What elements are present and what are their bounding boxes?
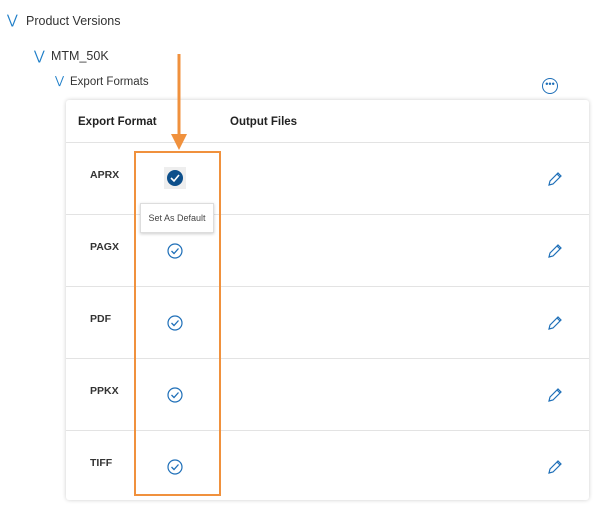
collapse-chevron-icon[interactable]: ⋁	[34, 48, 45, 63]
collapse-chevron-icon[interactable]: ⋁	[55, 75, 65, 87]
column-header-output-files: Output Files	[230, 116, 298, 128]
export-format-name: APRX	[90, 169, 120, 181]
edit-pencil-icon[interactable]	[547, 171, 563, 187]
edit-pencil-icon[interactable]	[547, 315, 563, 331]
edit-pencil-icon[interactable]	[547, 459, 563, 475]
tree-node-export-formats[interactable]: Export Formats	[70, 76, 149, 88]
tooltip-set-as-default: Set As Default	[140, 203, 214, 233]
export-format-name: PPKX	[90, 385, 119, 397]
annotation-highlight-box	[134, 151, 221, 496]
annotation-arrow	[171, 54, 187, 150]
table-row: PDF	[66, 286, 589, 359]
column-header-export-format: Export Format	[78, 116, 157, 128]
edit-pencil-icon[interactable]	[547, 243, 563, 259]
export-format-name: TIFF	[90, 457, 113, 469]
table-row: PPKX	[66, 358, 589, 431]
export-formats-table: Export Format Output Files APRX PAGX PDF…	[66, 100, 589, 500]
table-row: TIFF	[66, 430, 589, 503]
collapse-chevron-icon[interactable]: ⋁	[7, 12, 18, 27]
export-format-name: PDF	[90, 313, 111, 325]
tree-node-product-versions[interactable]: Product Versions	[26, 14, 121, 28]
export-format-name: PAGX	[90, 241, 119, 253]
table-row: PAGX	[66, 214, 589, 287]
table-row: APRX	[66, 142, 589, 215]
edit-pencil-icon[interactable]	[547, 387, 563, 403]
tree-node-mtm50k[interactable]: MTM_50K	[51, 49, 109, 63]
more-options-icon[interactable]: •••	[542, 78, 558, 94]
